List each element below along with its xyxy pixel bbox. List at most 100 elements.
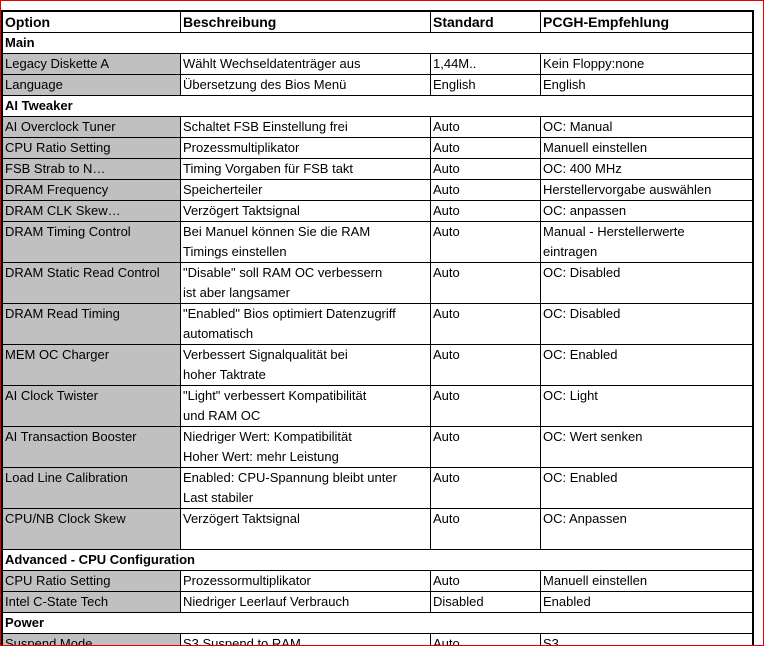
cell-text: Auto: [433, 388, 460, 403]
cell-text: Manuell einstellen: [543, 140, 648, 155]
cell: Wählt Wechseldatenträger aus: [181, 54, 431, 74]
cell-text: Timings einstellen: [183, 244, 287, 259]
data-row: FSB Strab to N… Timing Vorgaben für FSB t…: [3, 159, 752, 180]
section-cell: AI Tweaker: [5, 98, 73, 113]
data-row: Load Line Calibration Enabled: CPU-Spannu…: [3, 468, 752, 509]
cell: CPU/NB Clock Skew: [3, 509, 181, 549]
cell: Auto: [431, 468, 541, 508]
cell: Enabled: [541, 592, 752, 612]
section-row: Power: [3, 613, 752, 634]
cell: Enabled: CPU-Spannung bleibt unter Last s…: [181, 468, 431, 508]
cell: Auto: [431, 634, 541, 646]
section-cell: Power: [5, 615, 45, 630]
cell-text: DRAM Static Read Control: [5, 265, 160, 280]
cell-text: Auto: [433, 429, 460, 444]
data-row: DRAM CLK Skew… Verzögert Taktsignal Auto OC…: [3, 201, 752, 222]
cell-text: Disabled: [433, 594, 484, 609]
cell: Manual - Herstellerwerte eintragen: [541, 222, 752, 262]
cell: Auto: [431, 180, 541, 200]
cell: OC: Disabled: [541, 263, 752, 303]
cell: CPU Ratio Setting: [3, 571, 181, 591]
cell-text: eintragen: [543, 244, 598, 259]
cell: Kein Floppy:none: [541, 54, 752, 74]
cell-text: Verbessert Signalqualität bei: [183, 347, 348, 362]
header-row: Option Beschreibung Standard PCGH-Empfehlun…: [3, 12, 752, 33]
cell-text: Last stabiler: [183, 490, 254, 505]
cell-text: Herstellervorgabe auswählen: [543, 182, 712, 197]
cell-text: OC: Anpassen: [543, 511, 627, 526]
data-row: Intel C-State Tech Niedriger Leerlauf Ver…: [3, 592, 752, 613]
cell-text: Bei Manuel können Sie die RAM: [183, 224, 371, 239]
cell: Auto: [431, 222, 541, 262]
cell-text: "Light" verbessert Kompatibilität: [183, 388, 367, 403]
cell-text: Verzögert Taktsignal: [183, 203, 300, 218]
table: Option Beschreibung Standard PCGH-Empfehlun…: [1, 10, 754, 646]
cell: OC: 400 MHz: [541, 159, 752, 179]
cell: 1,44M..: [431, 54, 541, 74]
cell-text: Übersetzung des Bios Menü: [183, 77, 347, 92]
cell-text: Prozessmultiplikator: [183, 140, 300, 155]
cell-text: Auto: [433, 265, 460, 280]
cell-text: OC: Wert senken: [543, 429, 643, 444]
cell-text: Schaltet FSB Einstellung frei: [183, 119, 348, 134]
cell: Verzögert Taktsignal: [181, 509, 431, 549]
cell: Suspend Mode: [3, 634, 181, 645]
cell: Manuell einstellen: [541, 571, 752, 591]
cell-text: DRAM Read Timing: [5, 306, 120, 321]
cell: CPU Ratio Setting: [3, 138, 181, 158]
cell-text: Hoher Wert: mehr Leistung: [183, 449, 339, 464]
cell-text: OC: anpassen: [543, 203, 627, 218]
cell-text: Verzögert Taktsignal: [183, 511, 300, 526]
cell: Language: [3, 75, 181, 95]
cell-text: Auto: [433, 306, 460, 321]
data-row: AI Clock Twister "Light" verbessert Kompa…: [3, 386, 752, 427]
section-row: Main: [3, 33, 752, 54]
cell-text: Manual - Herstellerwerte: [543, 224, 685, 239]
cell-text: Load Line Calibration: [5, 470, 128, 485]
cell-text: AI Clock Twister: [5, 388, 98, 403]
header-cell: Option: [3, 12, 181, 32]
cell-text: Auto: [433, 119, 460, 134]
cell-text: DRAM Frequency: [5, 182, 109, 197]
cell: S3: [541, 634, 752, 645]
cell-text: Auto: [433, 636, 460, 646]
cell: AI Overclock Tuner: [3, 117, 181, 137]
cell-text: CPU Ratio Setting: [5, 573, 111, 588]
cell-text: Auto: [433, 182, 460, 197]
cell: DRAM Timing Control: [3, 222, 181, 262]
cell-text: "Enabled" Bios optimiert Datenzugriff: [183, 306, 396, 321]
data-row: Legacy Diskette A Wählt Wechseldatenträge…: [3, 54, 752, 75]
cell: DRAM CLK Skew…: [3, 201, 181, 221]
cell: English: [541, 75, 752, 95]
cell: AI Clock Twister: [3, 386, 181, 426]
cell-text: Niedriger Leerlauf Verbrauch: [183, 594, 350, 609]
data-row: DRAM Static Read Control "Disable" soll R…: [3, 263, 752, 304]
cell: OC: Enabled: [541, 468, 752, 508]
cell-text: FSB Strab to N…: [5, 161, 106, 176]
cell: Auto: [431, 509, 541, 549]
cell-text: AI Transaction Booster: [5, 429, 137, 444]
data-row: DRAM Read Timing "Enabled" Bios optimiert…: [3, 304, 752, 345]
cell: Auto: [431, 345, 541, 385]
cell: OC: anpassen: [541, 201, 752, 221]
cell-text: Speicherteiler: [183, 182, 263, 197]
cell: Auto: [431, 201, 541, 221]
cell-text: Auto: [433, 224, 460, 239]
data-row: CPU/NB Clock Skew Verzögert Taktsignal Aut…: [3, 509, 752, 550]
cell-text: DRAM Timing Control: [5, 224, 131, 239]
cell-text: OC: Manual: [543, 119, 613, 134]
cell: Intel C-State Tech: [3, 592, 181, 612]
cell-text: Enabled: CPU-Spannung bleibt unter: [183, 470, 397, 485]
cell: Disabled: [431, 592, 541, 612]
cell-text: Auto: [433, 511, 460, 526]
cell-text: OC: Enabled: [543, 470, 618, 485]
cell-text: Legacy Diskette A: [5, 56, 110, 71]
cell-text: automatisch: [183, 326, 254, 341]
cell-text: ist aber langsamer: [183, 285, 290, 300]
cell: Verbessert Signalqualität bei hoher Taktr…: [181, 345, 431, 385]
cell-text: English: [543, 77, 586, 92]
section-row: AI Tweaker: [3, 96, 752, 117]
header-cell: Beschreibung: [181, 12, 431, 32]
cell: OC: Manual: [541, 117, 752, 137]
cell-text: Auto: [433, 203, 460, 218]
